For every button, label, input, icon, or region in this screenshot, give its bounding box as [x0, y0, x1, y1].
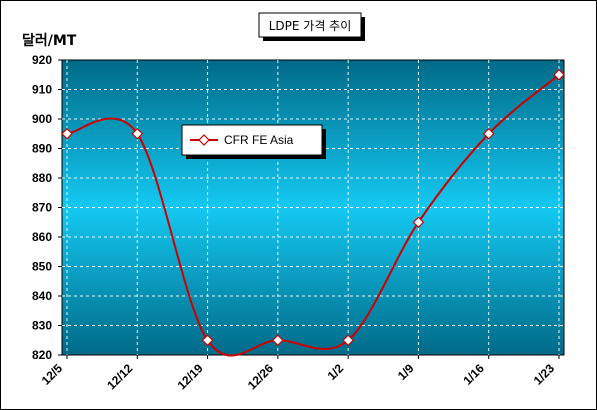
chart-title: LDPE 가격 추이	[258, 12, 365, 41]
data-point-1-23	[553, 68, 565, 81]
chart-title-text: LDPE 가격 추이	[269, 19, 352, 33]
data-point-12-26	[272, 334, 284, 347]
data-point-1-16	[482, 127, 495, 140]
data-point-12-12	[131, 127, 144, 140]
legend: CFR FE Asia	[181, 124, 326, 159]
series-line-0	[66, 73, 560, 357]
data-point-12-19	[201, 334, 214, 347]
y-tick-label: 820	[32, 348, 52, 362]
y-axis-ticks: 820 830 840 850 860 870 880 890 900 910 920	[32, 53, 62, 362]
data-point-12-5	[61, 127, 73, 140]
series-layer	[61, 68, 565, 357]
y-tick-label: 870	[32, 201, 52, 215]
y-tick-label: 860	[32, 230, 52, 244]
y-tick-label: 850	[32, 260, 52, 274]
plot-area	[61, 59, 565, 356]
y-tick-label: 890	[32, 142, 52, 156]
legend-label: CFR FE Asia	[224, 133, 294, 147]
legend-marker-swatch	[198, 134, 210, 146]
y-tick-label: 880	[32, 171, 52, 185]
data-point-1-9	[412, 216, 425, 229]
y-tick-label: 910	[32, 83, 52, 97]
data-point-1-2	[342, 334, 354, 347]
y-axis-label: 달러/MT	[22, 33, 77, 49]
y-tick-label: 840	[32, 289, 52, 303]
gridlines	[62, 60, 564, 355]
y-tick-label: 920	[32, 53, 52, 67]
y-tick-label: 830	[32, 319, 52, 333]
y-tick-label: 900	[32, 112, 52, 126]
